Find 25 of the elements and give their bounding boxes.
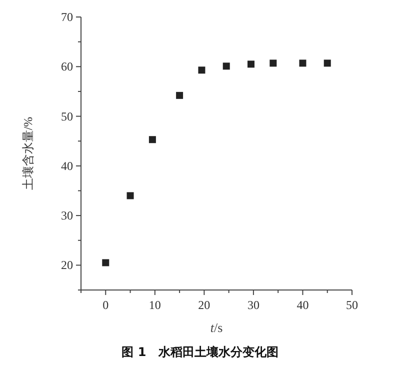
point	[148, 136, 156, 144]
point	[324, 60, 331, 67]
y-tick-label: 50	[61, 109, 73, 124]
point	[270, 60, 277, 67]
x-tick-label: 0	[102, 298, 109, 312]
y-axis-title: 土壤含水量/%	[21, 116, 35, 190]
point	[176, 92, 184, 99]
point	[102, 259, 110, 266]
point	[126, 192, 134, 200]
x-tick-label: 40	[296, 298, 309, 312]
caption: 图 1 水稻田土壤水分变化图	[122, 345, 278, 359]
y-tick-label: 20	[61, 258, 73, 272]
point	[299, 60, 306, 67]
x-tick-label: 10	[148, 298, 161, 312]
y-tick-label: 60	[61, 60, 73, 74]
x-tick-label: 50	[346, 298, 358, 312]
y-tick-label: 30	[61, 208, 73, 223]
point	[198, 66, 206, 74]
x-tick-label: 30	[247, 298, 260, 312]
y-tick-label: 40	[61, 158, 73, 173]
point	[247, 60, 254, 68]
x-axis-title: t/s	[210, 320, 223, 335]
y-tick-label: 70	[61, 10, 73, 24]
x-tick-label: 20	[198, 298, 210, 312]
point	[222, 62, 230, 70]
